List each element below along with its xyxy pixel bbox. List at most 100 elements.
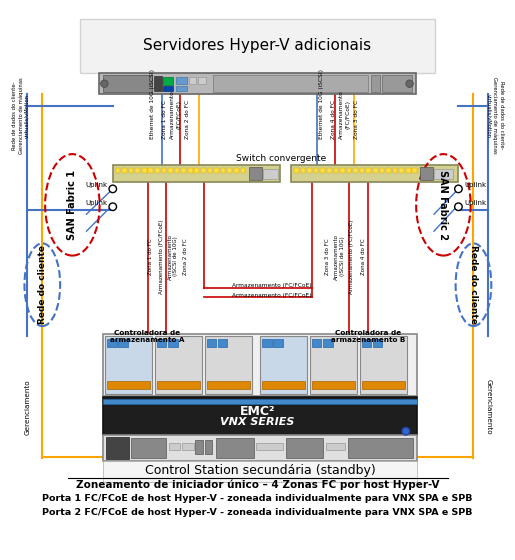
Bar: [386, 168, 391, 173]
Bar: [113, 165, 280, 183]
Bar: [104, 334, 417, 395]
Bar: [157, 381, 200, 389]
Bar: [262, 339, 271, 347]
Text: Zona 4 do FC: Zona 4 do FC: [331, 100, 336, 139]
Bar: [362, 381, 405, 389]
Bar: [106, 437, 129, 459]
Bar: [312, 339, 321, 347]
Bar: [104, 398, 417, 435]
Text: Gerenciamento: Gerenciamento: [24, 379, 30, 435]
Circle shape: [406, 80, 414, 87]
Bar: [260, 337, 307, 394]
Bar: [208, 168, 212, 173]
Bar: [188, 168, 193, 173]
Bar: [155, 337, 202, 394]
Text: SAN Fabric 2: SAN Fabric 2: [438, 170, 449, 240]
Bar: [129, 168, 133, 173]
Bar: [340, 168, 345, 173]
Text: Armazenamento
(FC/FCoE): Armazenamento (FC/FCoE): [339, 90, 350, 139]
Bar: [99, 73, 416, 94]
Text: Uplink: Uplink: [85, 182, 107, 188]
Bar: [182, 442, 194, 450]
Text: EMC²: EMC²: [239, 405, 275, 418]
Text: Armazenamento (FC/FCoE): Armazenamento (FC/FCoE): [159, 220, 164, 293]
Bar: [218, 339, 227, 347]
Bar: [198, 77, 206, 83]
Bar: [256, 442, 283, 450]
Bar: [320, 168, 325, 173]
Circle shape: [109, 203, 116, 211]
Text: Armazenamento
(iSCSI de 10G): Armazenamento (iSCSI de 10G): [334, 234, 345, 279]
Bar: [262, 381, 305, 389]
Text: Zona 1 do FC: Zona 1 do FC: [162, 100, 167, 139]
Bar: [207, 339, 216, 347]
Bar: [189, 77, 196, 83]
Bar: [80, 19, 435, 73]
Text: Controladora de
armazenamento B: Controladora de armazenamento B: [331, 330, 405, 343]
Bar: [399, 168, 404, 173]
Bar: [181, 168, 186, 173]
Text: Ethernet de 10G (iSCSI): Ethernet de 10G (iSCSI): [150, 69, 154, 139]
Bar: [382, 75, 413, 92]
Bar: [241, 168, 245, 173]
Bar: [307, 168, 312, 173]
Bar: [221, 168, 226, 173]
Bar: [310, 337, 357, 394]
Bar: [107, 381, 150, 389]
Bar: [406, 168, 410, 173]
Bar: [131, 438, 166, 459]
Text: Zona 3 do FC: Zona 3 do FC: [354, 100, 359, 139]
Text: Uplink: Uplink: [464, 200, 486, 206]
Bar: [205, 440, 212, 454]
Text: SAN Fabric 1: SAN Fabric 1: [67, 170, 77, 240]
Text: Porta 1 FC/FCoE de host Hyper-V - zoneada individualmente para VNX SPA e SPB: Porta 1 FC/FCoE de host Hyper-V - zonead…: [42, 494, 473, 503]
Bar: [286, 438, 323, 459]
Text: Servidores Hyper-V adicionais: Servidores Hyper-V adicionais: [143, 38, 371, 53]
Circle shape: [402, 427, 409, 435]
Text: Ethernet de 10G (iSCSI): Ethernet de 10G (iSCSI): [319, 69, 324, 139]
Bar: [195, 168, 199, 173]
Bar: [216, 438, 254, 459]
Text: Armazenamento
(iSCSI de 10G): Armazenamento (iSCSI de 10G): [167, 234, 178, 279]
Bar: [334, 168, 338, 173]
Bar: [263, 169, 278, 179]
Bar: [104, 399, 417, 404]
Text: Zona 2 do FC: Zona 2 do FC: [183, 238, 187, 275]
Bar: [380, 168, 384, 173]
Bar: [157, 339, 166, 347]
Bar: [291, 165, 458, 183]
Bar: [348, 438, 414, 459]
Bar: [175, 168, 179, 173]
Bar: [314, 168, 318, 173]
Bar: [118, 339, 128, 347]
Bar: [163, 86, 173, 91]
Text: Gerenciamento: Gerenciamento: [486, 379, 491, 435]
Bar: [163, 77, 173, 85]
Text: Armazenamento (FC/FCoE): Armazenamento (FC/FCoE): [232, 292, 312, 297]
Text: Switch convergente: Switch convergente: [236, 155, 326, 164]
Bar: [162, 168, 166, 173]
Text: Zona 2 do FC: Zona 2 do FC: [185, 100, 191, 139]
Bar: [420, 167, 433, 180]
Bar: [168, 168, 173, 173]
Text: Armazenamento (FC/FCoE): Armazenamento (FC/FCoE): [232, 283, 312, 288]
Text: Zona 3 do FC: Zona 3 do FC: [325, 238, 330, 275]
Bar: [373, 168, 377, 173]
Text: Rede de dados do cliente-
Gerenciamento de máquinas
virtualis/vMotion: Rede de dados do cliente- Gerenciamento …: [12, 77, 29, 154]
Bar: [135, 168, 140, 173]
Circle shape: [100, 80, 108, 87]
Bar: [312, 381, 355, 389]
Bar: [360, 337, 407, 394]
Bar: [104, 435, 417, 461]
Bar: [347, 168, 351, 173]
Bar: [201, 168, 206, 173]
Bar: [195, 440, 203, 454]
Bar: [148, 168, 153, 173]
Text: Uplink: Uplink: [85, 200, 107, 206]
Bar: [371, 75, 381, 92]
Bar: [107, 339, 116, 347]
Circle shape: [109, 185, 116, 193]
Bar: [294, 168, 299, 173]
Text: Zona 4 do FC: Zona 4 do FC: [361, 238, 366, 275]
Text: Controladora de
armazenamento A: Controladora de armazenamento A: [110, 330, 185, 343]
